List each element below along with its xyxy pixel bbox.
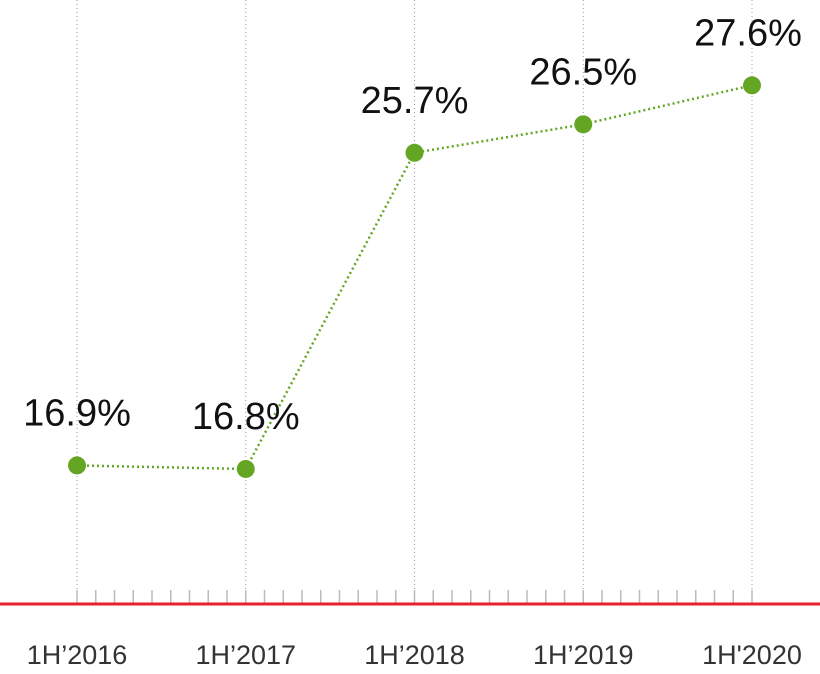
marker — [743, 76, 761, 95]
x-tick-label: 1H'2020 — [702, 640, 802, 670]
data-label: 27.6% — [694, 12, 802, 54]
marker — [405, 143, 424, 162]
marker — [236, 459, 255, 478]
x-tick-label: 1H’2018 — [364, 640, 465, 670]
marker — [574, 115, 593, 134]
data-label: 16.9% — [23, 392, 131, 434]
x-tick-label: 1H’2017 — [195, 640, 296, 670]
data-label: 26.5% — [529, 51, 637, 93]
data-label: 16.8% — [192, 396, 300, 438]
marker — [68, 456, 86, 475]
data-label: 25.7% — [361, 80, 469, 122]
x-tick-label: 1H’2019 — [533, 640, 634, 670]
line — [76, 84, 753, 471]
x-tick-label: 1H’2016 — [27, 640, 128, 670]
